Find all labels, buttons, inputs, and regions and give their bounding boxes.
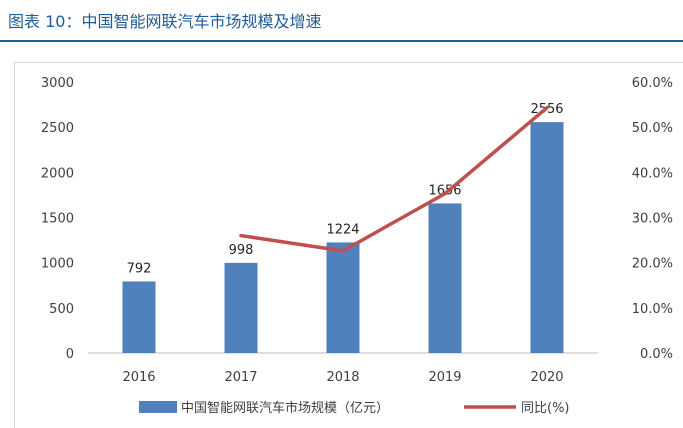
right-axis-ticks: 0.0% 10.0% 20.0% 30.0% 40.0% 50.0% 60.0% xyxy=(632,76,673,362)
bar xyxy=(530,122,564,353)
left-axis-tick-label: 500 xyxy=(49,302,74,317)
bar xyxy=(122,281,156,353)
left-axis-tick-label: 0 xyxy=(66,347,74,362)
bar-data-label: 792 xyxy=(127,261,152,276)
right-axis-tick-label: 30.0% xyxy=(632,212,673,227)
page-title: 图表 10：中国智能网联汽车市场规模及增速 xyxy=(8,12,322,31)
x-axis-tick-label: 2020 xyxy=(530,370,563,385)
left-axis-tick-label: 3000 xyxy=(41,76,74,91)
bar xyxy=(428,203,462,353)
bar xyxy=(224,262,258,353)
left-axis-tick-label: 1000 xyxy=(41,257,74,272)
x-axis-ticks: 2016 2017 2018 2019 2020 xyxy=(122,370,563,385)
bar-series xyxy=(122,122,564,353)
legend-line-label: 同比(%) xyxy=(521,401,570,416)
x-axis-tick-label: 2016 xyxy=(122,370,155,385)
right-axis-tick-label: 0.0% xyxy=(640,347,673,362)
left-axis-tick-label: 1500 xyxy=(41,212,74,227)
left-axis-tick-label: 2000 xyxy=(41,166,74,181)
left-axis-ticks: 0 500 1000 1500 2000 2500 3000 xyxy=(41,76,74,362)
right-axis-tick-label: 50.0% xyxy=(632,121,673,136)
x-axis-tick-label: 2017 xyxy=(224,370,257,385)
bar-data-label: 1224 xyxy=(326,222,359,237)
title-divider xyxy=(0,40,683,42)
legend-bar-swatch xyxy=(139,401,177,413)
yoy-line xyxy=(239,105,549,253)
title-bar: 图表 10：中国智能网联汽车市场规模及增速 xyxy=(0,0,683,46)
legend-bar-label: 中国智能网联汽车市场规模（亿元） xyxy=(181,400,389,416)
x-axis-tick-label: 2019 xyxy=(428,370,461,385)
right-axis-tick-label: 40.0% xyxy=(632,166,673,181)
left-axis-tick-label: 2500 xyxy=(41,121,74,136)
legend: 中国智能网联汽车市场规模（亿元） 同比(%) xyxy=(139,400,570,416)
right-axis-tick-label: 60.0% xyxy=(632,76,673,91)
right-axis-tick-label: 10.0% xyxy=(632,302,673,317)
chart-frame-left xyxy=(14,62,15,428)
bar-data-label: 998 xyxy=(229,243,254,258)
chart-frame-top xyxy=(14,62,683,63)
right-axis-tick-label: 20.0% xyxy=(632,257,673,272)
x-axis-tick-label: 2018 xyxy=(326,370,359,385)
bar xyxy=(326,242,360,353)
